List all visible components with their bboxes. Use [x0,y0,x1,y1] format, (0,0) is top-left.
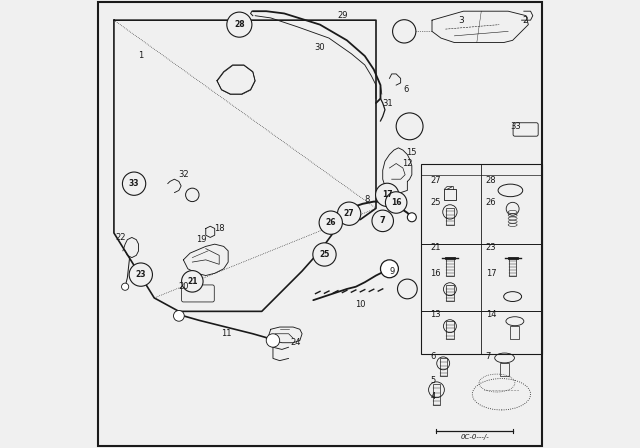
Text: 5: 5 [430,376,435,385]
Text: 17: 17 [486,269,497,278]
Text: 5: 5 [405,284,410,293]
Circle shape [372,210,394,232]
Circle shape [407,213,416,222]
Text: 8: 8 [364,195,370,204]
Text: 9: 9 [389,267,394,276]
Circle shape [380,260,398,278]
Circle shape [397,279,417,299]
Text: 7: 7 [486,352,491,361]
Text: 17: 17 [382,190,392,199]
Text: 3: 3 [458,16,464,25]
Bar [446,285,454,301]
Text: 28: 28 [486,176,497,185]
Text: 28: 28 [234,20,244,29]
Bar [421,164,541,354]
Circle shape [396,113,423,140]
Text: 16: 16 [430,269,441,278]
Circle shape [266,334,280,347]
Text: 24: 24 [290,338,301,347]
Circle shape [376,183,399,207]
Circle shape [392,20,416,43]
Bar [444,189,456,200]
Text: 26: 26 [326,218,336,227]
Text: 29: 29 [337,11,348,20]
Text: 32: 32 [178,170,189,179]
Text: 27: 27 [430,176,441,185]
Text: 23: 23 [136,270,146,279]
Bar [500,363,509,376]
Text: 27: 27 [344,209,355,218]
Text: 4: 4 [401,27,408,36]
Bar [511,326,520,339]
Text: 5: 5 [406,121,413,131]
Circle shape [122,172,146,195]
Text: 33: 33 [129,179,140,188]
Bar [446,258,454,276]
Text: 25: 25 [319,250,330,259]
Text: 10: 10 [355,300,365,309]
Text: 21: 21 [187,277,198,286]
Text: 13: 13 [430,310,441,319]
Text: 25: 25 [430,198,441,207]
Bar [440,358,447,376]
Text: 21: 21 [430,243,441,252]
Text: 11: 11 [221,329,231,338]
Text: 23: 23 [486,243,497,252]
Text: 31: 31 [382,99,392,108]
Circle shape [337,202,361,225]
Text: 14: 14 [486,310,496,319]
Circle shape [385,192,407,213]
Circle shape [313,243,336,266]
Bar [509,258,516,276]
Text: 15: 15 [406,148,417,157]
Text: 2: 2 [522,16,527,25]
Text: 20: 20 [178,282,189,291]
Text: 16: 16 [391,198,401,207]
Text: 4: 4 [430,392,435,401]
Circle shape [227,12,252,37]
Text: 7: 7 [380,216,385,225]
Text: 12: 12 [402,159,413,168]
Text: 26: 26 [486,198,497,207]
Text: 6: 6 [430,352,436,361]
Circle shape [129,263,152,286]
Circle shape [122,283,129,290]
Bar [446,321,454,339]
Text: 33: 33 [511,122,521,131]
Text: 22: 22 [115,233,126,242]
Text: 18: 18 [214,224,225,233]
Circle shape [182,271,203,292]
Text: 30: 30 [315,43,325,52]
Text: 19: 19 [196,235,207,244]
Circle shape [319,211,342,234]
Circle shape [173,310,184,321]
Text: 6: 6 [403,85,409,94]
Bar [446,208,454,225]
Text: 0C-0---/-: 0C-0---/- [460,434,489,440]
Bar [433,384,440,405]
Text: 1: 1 [138,52,143,60]
